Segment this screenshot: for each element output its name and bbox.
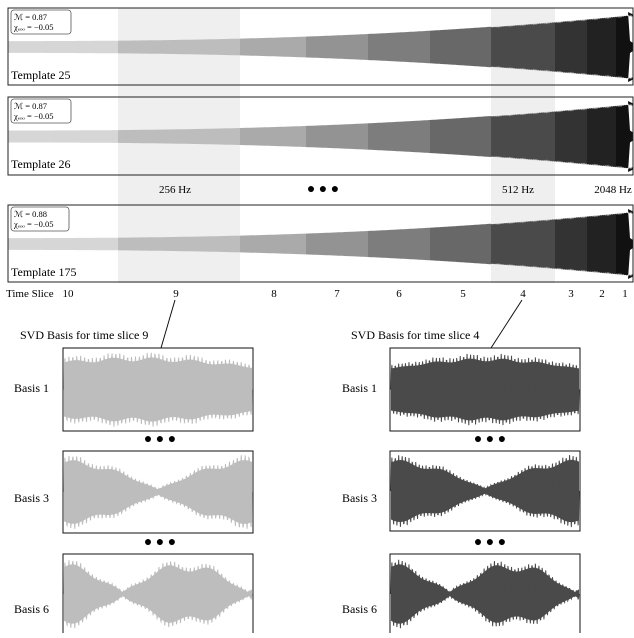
- params-mass: ℳ = 0.88: [14, 209, 47, 219]
- basis-frame: [62, 450, 254, 534]
- time-slice-number-6: 6: [396, 288, 402, 300]
- waveform-segment-8: [240, 36, 306, 58]
- waveform-segment-4: [491, 111, 555, 162]
- time-slice-number-4: 4: [520, 288, 526, 300]
- freq-label-256: 256 Hz: [159, 184, 191, 196]
- basis-ellipsis: ● ● ●: [474, 535, 506, 550]
- basis-waveform: [63, 560, 253, 629]
- template-panel-25: ℳ = 0.87 χₑₒₒ = −0.05 Template 25: [7, 7, 634, 86]
- waveform-segment-7: [306, 231, 368, 257]
- waveform-segment-3: [555, 19, 587, 75]
- waveform-segment-8: [240, 233, 306, 255]
- template-panel-26: ℳ = 0.87 χₑₒₒ = −0.05 Template 26: [7, 96, 634, 176]
- time-slice-title: Time Slice: [6, 288, 54, 300]
- template-label: Template 175: [11, 265, 76, 279]
- waveform-segment-1: [616, 209, 633, 279]
- waveform-segment-9: [118, 128, 240, 145]
- template-frame: [7, 96, 634, 176]
- connector-slice-9: [160, 299, 176, 349]
- template-frame: [7, 7, 634, 86]
- waveform-segment-5: [430, 223, 491, 265]
- basis-frame: [62, 347, 254, 432]
- connector-slice-4: [490, 299, 523, 349]
- svd-panel-slice-9: SVD Basis for time slice 9 Basis 1 ● ● ●…: [14, 328, 254, 635]
- time-slice-number-7: 7: [334, 288, 340, 300]
- waveform-segment-8: [240, 125, 306, 148]
- params-mass: ℳ = 0.87: [14, 101, 47, 111]
- basis-ellipsis: ● ● ●: [144, 535, 176, 550]
- time-slice-number-1: 1: [622, 288, 628, 300]
- waveform-segment-10: [8, 237, 118, 251]
- svd-panel-title: SVD Basis for time slice 9: [20, 328, 148, 342]
- params-box: [10, 98, 72, 124]
- basis-ellipsis: ● ● ●: [144, 432, 176, 447]
- waveform-segment-3: [555, 108, 587, 165]
- freq-label-2048: 2048 Hz: [594, 184, 632, 196]
- waveform-segment-1: [616, 12, 633, 82]
- basis-waveform: [390, 455, 580, 528]
- time-slice-row: Time Slice 10 9 8 7 6 5 4 3 2 1: [6, 288, 628, 300]
- waveform-segment-6: [368, 120, 430, 153]
- template-frame: [7, 204, 634, 283]
- template-panel-175: ℳ = 0.88 χₑₒₒ = −0.05 Template 175: [7, 204, 634, 283]
- svd-panel-title: SVD Basis for time slice 4: [351, 328, 479, 342]
- waveform-segment-5: [430, 116, 491, 157]
- params-box: [10, 9, 72, 35]
- basis-label-6: Basis 6: [14, 602, 49, 616]
- svd-panel-slice-4: SVD Basis for time slice 4 Basis 1 ● ● ●…: [342, 328, 581, 635]
- params-box: [10, 206, 70, 232]
- waveform-segment-7: [306, 123, 368, 150]
- time-slice-number-9: 9: [173, 288, 179, 300]
- time-slice-number-8: 8: [271, 288, 277, 300]
- waveform-segment-9: [118, 38, 240, 56]
- params-chi: χₑₒₒ = −0.05: [13, 111, 54, 121]
- waveform-segment-6: [368, 227, 430, 261]
- time-slice-number-10: 10: [63, 288, 75, 300]
- basis-label-6: Basis 6: [342, 602, 377, 616]
- basis-label-3: Basis 3: [342, 491, 377, 505]
- waveform-segment-4: [491, 219, 555, 269]
- basis-waveform: [63, 455, 253, 529]
- waveform-segment-6: [368, 30, 430, 64]
- templates-ellipsis: ● ● ●: [307, 182, 339, 197]
- time-slice-number-3: 3: [568, 288, 574, 300]
- waveform-segment-1: [616, 101, 633, 172]
- time-slice-number-5: 5: [460, 288, 466, 300]
- waveform-segment-2: [587, 16, 616, 78]
- basis-ellipsis: ● ● ●: [474, 432, 506, 447]
- basis-waveform: [63, 352, 253, 427]
- params-mass: ℳ = 0.87: [14, 12, 47, 22]
- basis-frame: [389, 347, 581, 432]
- basis-waveform: [390, 559, 580, 629]
- basis-frame: [389, 450, 581, 532]
- waveform-segment-10: [8, 40, 118, 54]
- basis-waveform: [390, 353, 580, 426]
- waveform-segment-2: [587, 105, 616, 168]
- waveform-segment-5: [430, 26, 491, 68]
- waveform-segment-3: [555, 216, 587, 272]
- waveform-segment-7: [306, 34, 368, 60]
- basis-label-1: Basis 1: [342, 381, 377, 395]
- template-label: Template 26: [11, 157, 70, 171]
- waveform-segment-4: [491, 22, 555, 72]
- time-slice-number-2: 2: [599, 288, 605, 300]
- waveform-segment-10: [8, 130, 118, 143]
- waveform-segment-2: [587, 213, 616, 275]
- basis-label-1: Basis 1: [14, 381, 49, 395]
- basis-label-3: Basis 3: [14, 491, 49, 505]
- params-chi: χₑₒₒ = −0.05: [13, 219, 54, 229]
- template-label: Template 25: [11, 68, 70, 82]
- freq-label-512: 512 Hz: [502, 184, 534, 196]
- params-chi: χₑₒₒ = −0.05: [13, 22, 54, 32]
- waveform-segment-9: [118, 235, 240, 253]
